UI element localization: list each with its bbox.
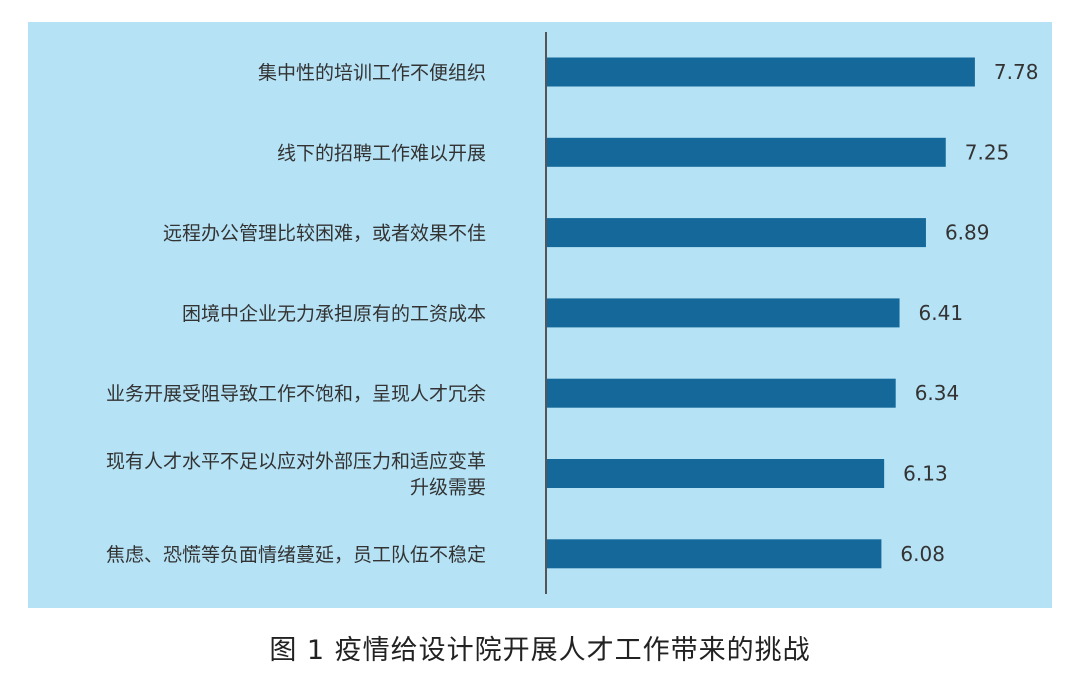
bar-chart: 7.78 集中性的培训工作不便组织 7.25 线下的招聘工作难以开展 6.89 远程办公管… — [106, 32, 1039, 594]
category-label: 焦虑、恐慌等负面情绪蔓延，员工队伍不稳定 — [106, 544, 486, 566]
bar — [547, 459, 885, 488]
data-label: 7.78 — [994, 60, 1039, 84]
category-label: 线下的招聘工作难以开展 — [277, 142, 486, 164]
figure-caption: 图 1 疫情给设计院开展人才工作带来的挑战 — [269, 635, 811, 666]
category-label-line: 集中性的培训工作不便组织 — [258, 62, 486, 84]
category-label-line: 焦虑、恐慌等负面情绪蔓延，员工队伍不稳定 — [106, 544, 486, 566]
bar — [547, 298, 900, 328]
chart-panel: 7.78 集中性的培训工作不便组织 7.25 线下的招聘工作难以开展 6.89 远程办公管… — [28, 22, 1052, 608]
category-label-line: 远程办公管理比较困难，或者效果不佳 — [163, 223, 486, 245]
data-label: 6.13 — [903, 462, 948, 486]
category-label-line: 现有人才水平不足以应对外部压力和适应变革 — [106, 451, 486, 473]
bar — [547, 137, 946, 167]
category-label-line: 困境中企业无力承担原有的工资成本 — [182, 303, 486, 325]
data-label: 6.41 — [919, 301, 964, 325]
bar — [547, 57, 975, 87]
bar — [547, 378, 896, 408]
data-label: 6.34 — [915, 381, 960, 405]
data-label: 7.25 — [965, 140, 1010, 164]
category-label-line: 升级需要 — [410, 477, 486, 499]
category-label: 远程办公管理比较困难，或者效果不佳 — [163, 223, 486, 245]
category-label: 现有人才水平不足以应对外部压力和适应变革升级需要 — [106, 451, 486, 499]
data-label: 6.08 — [900, 542, 945, 566]
data-label: 6.89 — [945, 221, 990, 245]
bar — [547, 218, 926, 248]
category-label: 困境中企业无力承担原有的工资成本 — [182, 303, 486, 325]
category-label: 业务开展受阻导致工作不饱和，呈现人才冗余 — [106, 383, 486, 405]
category-label: 集中性的培训工作不便组织 — [258, 62, 486, 84]
bar — [547, 539, 882, 569]
category-label-line: 业务开展受阻导致工作不饱和，呈现人才冗余 — [106, 383, 486, 405]
category-label-line: 线下的招聘工作难以开展 — [277, 142, 486, 164]
